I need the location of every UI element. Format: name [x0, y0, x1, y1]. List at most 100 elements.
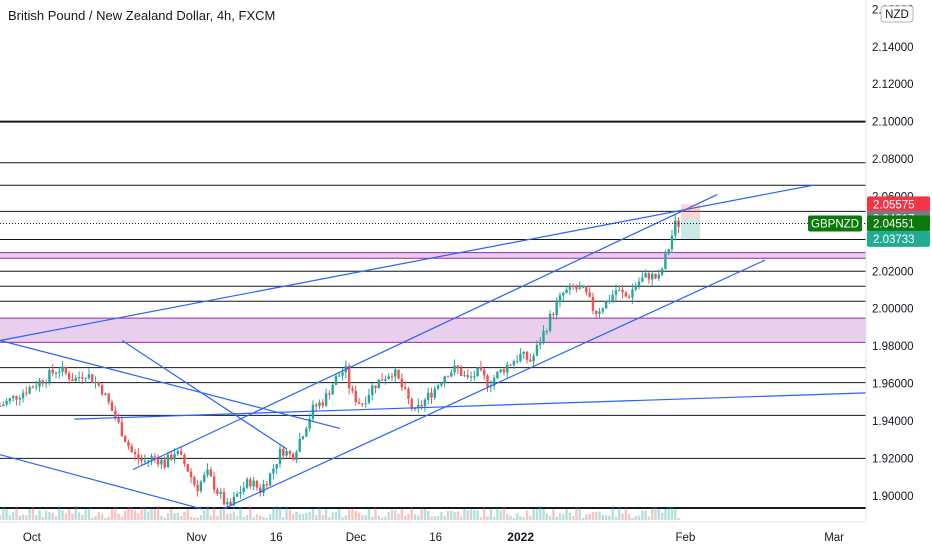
candle-body — [196, 484, 199, 492]
candle-body — [275, 463, 278, 469]
chart-title: British Pound / New Zealand Dollar, 4h, … — [8, 8, 275, 23]
trendlines-layer — [0, 184, 867, 510]
candle — [598, 307, 601, 319]
volume-bar — [450, 510, 453, 520]
candle-body — [173, 454, 176, 460]
volume-bar — [338, 508, 341, 520]
candle — [305, 426, 308, 438]
volume-bar — [153, 509, 157, 520]
volume-bar — [25, 515, 28, 520]
candle — [371, 382, 374, 401]
candle-body — [51, 369, 54, 374]
candle-body — [670, 235, 674, 250]
volume-bar — [654, 506, 657, 520]
candle-body — [390, 376, 394, 378]
candle-body — [637, 281, 641, 286]
candle — [212, 471, 216, 494]
volume-bar — [397, 514, 400, 520]
candle-body — [334, 375, 338, 385]
candle — [667, 249, 670, 256]
volume-bar — [591, 512, 595, 520]
candle-body — [226, 501, 229, 505]
candle-body — [212, 476, 216, 490]
volume-bar — [5, 508, 8, 520]
candle-body — [371, 385, 374, 395]
volume-bar — [137, 513, 140, 520]
candle-body — [387, 376, 390, 379]
risk-reward-tool[interactable] — [681, 204, 701, 239]
volume-bar — [328, 517, 331, 520]
candle — [308, 413, 311, 432]
candle-body — [186, 463, 189, 472]
candle — [25, 386, 28, 397]
candle-body — [651, 273, 654, 280]
volume-bar — [315, 514, 318, 520]
candle-body — [519, 353, 522, 362]
candle-body — [137, 454, 140, 460]
candle-body — [486, 375, 489, 387]
candle — [410, 397, 413, 412]
candle — [249, 476, 252, 489]
time-axis-bg — [0, 522, 932, 550]
candle — [199, 479, 203, 494]
candle-body — [160, 459, 163, 465]
candle-body — [97, 381, 101, 386]
candle — [315, 403, 318, 412]
candle-body — [305, 428, 308, 437]
candle — [657, 269, 660, 281]
candle-body — [377, 379, 381, 389]
candle — [107, 392, 110, 405]
candle — [77, 371, 81, 382]
candle — [407, 386, 410, 405]
candle-body — [133, 452, 137, 455]
currency-badge-box[interactable] — [880, 5, 914, 23]
volume-bar — [54, 516, 58, 520]
candle — [133, 448, 137, 461]
volume-bar — [288, 509, 292, 520]
volume-bar — [203, 510, 206, 520]
take-profit-box — [681, 218, 701, 239]
y-tick-label: 1.96000 — [872, 379, 914, 391]
candle — [614, 284, 618, 301]
candle — [354, 385, 357, 406]
trendline-3 — [74, 392, 867, 420]
candle-body — [189, 471, 193, 478]
candle — [654, 273, 657, 280]
volume-bar — [117, 513, 120, 520]
time-axis[interactable]: Oct Nov 16 Dec 16 2022 Feb Mar — [23, 530, 844, 544]
volume-bar — [667, 507, 670, 520]
candle — [318, 399, 321, 410]
candle — [539, 337, 542, 350]
candle — [2, 401, 5, 407]
candle-body — [473, 376, 476, 378]
candle — [644, 269, 647, 278]
candle-body — [110, 402, 114, 411]
candle-body — [357, 401, 361, 404]
candle-body — [150, 456, 153, 461]
volume-bar — [67, 509, 71, 520]
candle-body — [571, 285, 575, 288]
x-tick-label: Oct — [23, 532, 42, 544]
volume-bar — [123, 510, 127, 520]
candle-body — [114, 410, 117, 419]
y-tick-label: 2.12000 — [872, 79, 914, 91]
candle — [140, 454, 143, 467]
candle — [585, 285, 588, 296]
candle-body — [351, 388, 354, 391]
candle-body — [41, 380, 45, 384]
volume-bar — [427, 510, 430, 520]
candle — [147, 459, 150, 468]
volume-bar — [127, 507, 130, 520]
volume-bar — [552, 509, 555, 520]
zone-0 — [0, 252, 866, 259]
candle-body — [278, 448, 282, 464]
candle — [35, 380, 38, 391]
candle-body — [156, 457, 160, 465]
candle-body — [315, 404, 318, 407]
candle-body — [120, 422, 124, 437]
x-tick-label: 16 — [429, 532, 442, 544]
candle-body — [176, 450, 180, 455]
volume-bar — [532, 508, 535, 520]
